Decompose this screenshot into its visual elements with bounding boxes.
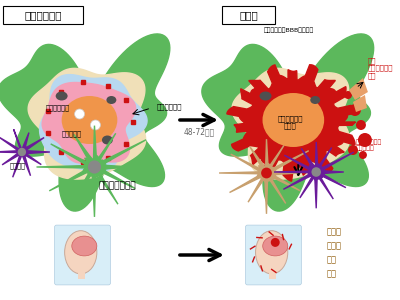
Circle shape [312,167,321,177]
Ellipse shape [358,133,372,147]
Bar [78,267,85,279]
Circle shape [90,120,100,130]
Text: 神経細胞: 神経細胞 [10,163,26,169]
Text: アストロサイト: アストロサイト [98,182,136,190]
Ellipse shape [349,104,361,116]
Text: 血管内皮細胞
の壊死: 血管内皮細胞 の壊死 [278,115,303,129]
Bar [81,160,85,164]
FancyBboxPatch shape [246,225,301,285]
Circle shape [18,148,26,156]
Polygon shape [0,129,50,177]
Text: アストロサイト
の変起断裂: アストロサイト の変起断裂 [356,139,382,151]
Polygon shape [40,75,147,172]
Bar [59,150,63,154]
Polygon shape [42,82,136,163]
Polygon shape [274,142,354,208]
Circle shape [74,109,84,119]
Text: 急性期: 急性期 [239,10,258,20]
Ellipse shape [310,96,320,104]
FancyBboxPatch shape [54,225,110,285]
Polygon shape [353,95,367,112]
Ellipse shape [260,92,272,100]
Circle shape [271,238,280,247]
Ellipse shape [72,236,97,256]
Text: 脳血液関門（BBB）の破壊: 脳血液関門（BBB）の破壊 [263,27,314,33]
Ellipse shape [102,136,113,145]
Ellipse shape [262,93,324,147]
Polygon shape [232,68,350,179]
Ellipse shape [65,231,97,274]
Circle shape [261,168,272,178]
Bar [106,84,110,88]
FancyBboxPatch shape [222,6,276,24]
Bar [81,80,85,84]
Bar [46,131,50,135]
Text: 脳浮腫
脳出血
痙攣
昏睡: 脳浮腫 脳出血 痙攣 昏睡 [326,228,341,278]
Ellipse shape [356,120,366,130]
Ellipse shape [344,91,352,99]
Ellipse shape [56,92,68,100]
Bar [59,90,63,94]
Bar [124,98,128,102]
Polygon shape [28,68,146,179]
Text: 出血
血管内成分の
漏出: 出血 血管内成分の 漏出 [368,57,394,79]
Bar [269,267,276,279]
Polygon shape [36,126,146,217]
FancyBboxPatch shape [3,6,82,24]
Ellipse shape [256,231,288,274]
Polygon shape [219,139,309,214]
Ellipse shape [263,236,288,256]
Text: 血管内皮細胞: 血管内皮細胞 [46,105,70,111]
Ellipse shape [106,96,116,104]
Ellipse shape [353,85,363,95]
Polygon shape [227,65,359,181]
Circle shape [88,160,101,174]
Bar [106,156,110,161]
Polygon shape [0,34,170,211]
Bar [46,109,50,113]
Ellipse shape [359,151,367,159]
Text: ウイルス蛋白: ウイルス蛋白 [157,104,183,110]
Text: 48-72時間: 48-72時間 [183,128,214,136]
Text: 脳血管内腔: 脳血管内腔 [62,131,82,137]
Bar [124,142,128,146]
Polygon shape [202,34,374,211]
Text: ウイルス感染: ウイルス感染 [24,10,62,20]
Ellipse shape [62,96,117,144]
Ellipse shape [348,145,358,155]
Polygon shape [349,78,368,100]
Bar [131,120,135,124]
